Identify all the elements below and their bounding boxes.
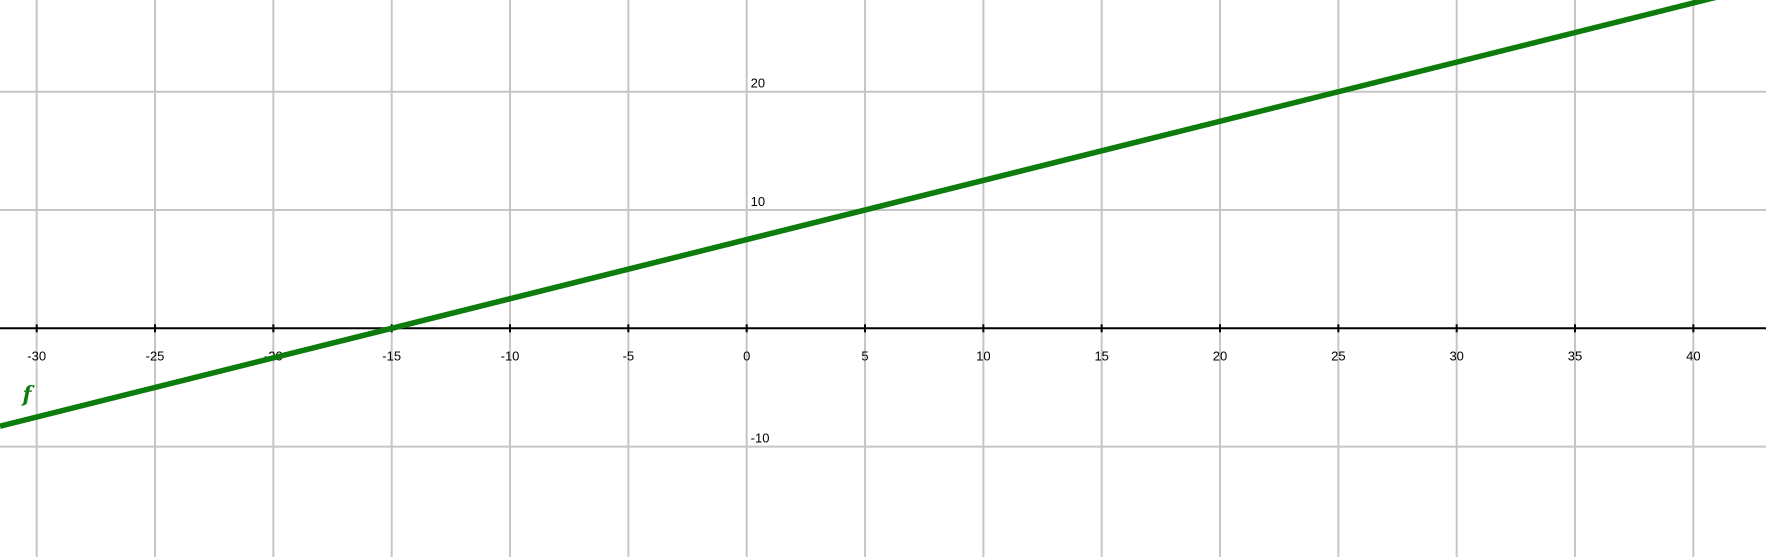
x-tick-label: -25 bbox=[146, 348, 165, 363]
x-tick-label: -30 bbox=[27, 348, 46, 363]
x-tick-label: 0 bbox=[743, 348, 750, 363]
y-tick-label: 10 bbox=[751, 194, 765, 209]
x-tick-label: -15 bbox=[382, 348, 401, 363]
y-tick-label: 20 bbox=[751, 76, 765, 91]
x-tick-label: 35 bbox=[1568, 348, 1582, 363]
x-tick-label: 30 bbox=[1449, 348, 1463, 363]
function-line-f[interactable] bbox=[0, 0, 1766, 429]
x-tick-label: 10 bbox=[976, 348, 990, 363]
function-label-f[interactable]: f bbox=[20, 382, 35, 407]
x-tick-label: 20 bbox=[1213, 348, 1227, 363]
x-tick-label: 5 bbox=[861, 348, 868, 363]
x-tick-label: 40 bbox=[1686, 348, 1700, 363]
y-tick-label: -10 bbox=[751, 431, 770, 446]
x-tick-label: -10 bbox=[501, 348, 520, 363]
x-tick-label: 15 bbox=[1094, 348, 1108, 363]
x-tick-label: 25 bbox=[1331, 348, 1345, 363]
x-tick-label: -5 bbox=[623, 348, 635, 363]
